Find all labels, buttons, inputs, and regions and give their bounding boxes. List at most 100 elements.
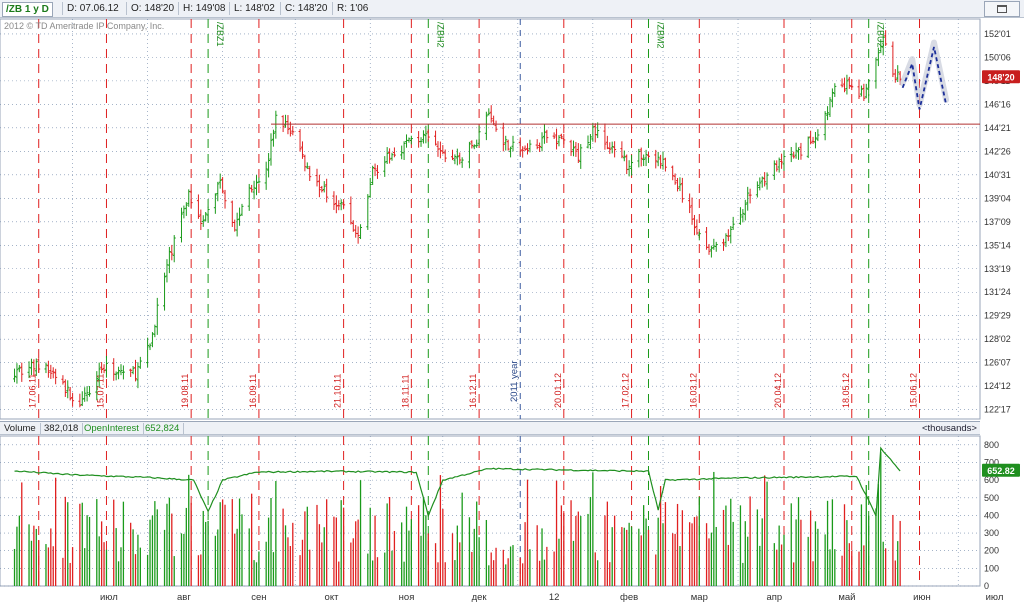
ohlc-bar: [46, 360, 50, 378]
ohlc-bar: [104, 355, 108, 378]
ohlc-bar: [325, 178, 329, 203]
ohlc-bar: [569, 139, 573, 156]
ohlc-bar: [579, 144, 583, 169]
ohlc-bar: [656, 151, 660, 167]
ohlc-bar: [518, 137, 522, 156]
ohlc-bar: [20, 362, 24, 382]
ohlc-bar: [189, 190, 193, 209]
ohlc-bar: [114, 371, 118, 381]
ohlc-bar: [354, 224, 358, 238]
ohlc-bar: [71, 392, 75, 407]
expiry-date-label: 17.06.11: [28, 374, 38, 408]
date-readout: D: 07.06.12: [62, 2, 119, 15]
ohlc-bar: [772, 160, 776, 180]
ohlc-bar: [763, 172, 767, 187]
x-axis-label: сен: [251, 592, 266, 603]
ohlc-bar: [196, 194, 200, 219]
x-axis-label: авг: [177, 592, 191, 603]
ohlc-bar: [765, 172, 769, 190]
ohlc-bar: [642, 154, 646, 167]
ohlc-bar: [608, 142, 612, 154]
ohlc-bar: [663, 157, 667, 172]
current-price-badge: 148'20: [982, 70, 1020, 84]
ohlc-bar: [644, 149, 648, 167]
ohlc-bar: [724, 233, 728, 248]
price-tick-label: 131'24: [984, 287, 1011, 297]
ohlc-bar: [806, 136, 810, 159]
ohlc-bar: [695, 219, 699, 235]
high-readout: H: 149'08: [178, 2, 226, 15]
ohlc-bar: [741, 209, 745, 223]
ohlc-bar: [557, 135, 561, 147]
forecast-path: [901, 46, 947, 110]
ohlc-bar: [332, 191, 336, 210]
ohlc-bar: [356, 226, 360, 244]
ohlc-bar: [571, 140, 575, 157]
ohlc-bar: [840, 78, 844, 88]
ohlc-bar: [315, 168, 319, 187]
ohlc-bar: [44, 362, 48, 374]
ohlc-bar: [864, 83, 868, 99]
ohlc-bar: [630, 154, 634, 176]
ohlc-bar: [291, 125, 295, 136]
volume-tick-label: 700: [984, 457, 999, 467]
ohlc-bar: [308, 165, 312, 182]
ohlc-bar: [707, 243, 711, 255]
ohlc-bar: [286, 115, 290, 135]
expiry-date-label: 18.05.12: [841, 373, 851, 408]
ohlc-bar: [54, 368, 58, 385]
ohlc-bar: [402, 141, 406, 161]
volume-tick-label: 400: [984, 510, 999, 520]
x-axis-label: июл: [100, 592, 118, 603]
price-tick-label: 137'09: [984, 217, 1011, 227]
ohlc-bar: [809, 130, 813, 145]
ohlc-bar: [528, 139, 532, 153]
ohlc-bar: [458, 152, 462, 165]
ohlc-bar: [574, 141, 578, 157]
price-tick-label: 124'12: [984, 381, 1011, 391]
copyright-text: 2012 © TD Ameritrade IP Company, Inc.: [4, 21, 165, 31]
ohlc-bar: [121, 365, 125, 380]
ohlc-bar: [49, 364, 53, 379]
expiry-date-label: 20.04.12: [773, 373, 783, 408]
ohlc-bar: [639, 147, 643, 167]
open-interest-badge-text: 652.82: [987, 466, 1015, 476]
ohlc-bar: [385, 147, 389, 164]
ohlc-bar: [794, 142, 798, 159]
ohlc-bar: [13, 368, 17, 383]
expiry-date-label: 17.02.12: [621, 373, 631, 408]
ohlc-bar: [692, 214, 696, 236]
ohlc-bar: [15, 363, 19, 384]
volume-tick-label: 800: [984, 440, 999, 450]
ohlc-bar: [300, 141, 304, 159]
ohlc-bar: [339, 199, 343, 211]
ohlc-bar: [230, 200, 234, 227]
maximize-button[interactable]: [984, 1, 1020, 17]
ohlc-bar: [235, 212, 239, 237]
ohlc-bar: [489, 105, 493, 123]
ohlc-bar: [859, 85, 863, 97]
ohlc-bar: [182, 205, 186, 219]
ohlc-bar: [206, 206, 210, 221]
ohlc-bar: [240, 203, 244, 216]
volume-label[interactable]: Volume: [0, 423, 41, 434]
ohlc-bar: [748, 188, 752, 204]
ohlc-bar: [833, 83, 837, 97]
symbol-label[interactable]: /ZB 1 y D: [2, 2, 53, 17]
ohlc-bar: [271, 129, 275, 147]
ohlc-bar: [238, 207, 242, 226]
ohlc-bar: [746, 186, 750, 211]
ohlc-bar: [37, 358, 41, 373]
price-tick-label: 129'29: [984, 311, 1011, 321]
ohlc-bar: [816, 129, 820, 142]
ohlc-bar: [320, 185, 324, 193]
open-interest-label[interactable]: OpenInterest: [80, 423, 144, 434]
ohlc-bar: [349, 196, 353, 225]
ohlc-bar: [317, 174, 321, 198]
ohlc-bar: [359, 224, 363, 240]
price-tick-label: 128'02: [984, 334, 1011, 344]
expiry-date-label: 16.09.11: [248, 374, 258, 408]
ohlc-bar: [250, 184, 254, 193]
current-price-badge-text: 148'20: [987, 72, 1014, 82]
ohlc-bar: [526, 143, 530, 155]
